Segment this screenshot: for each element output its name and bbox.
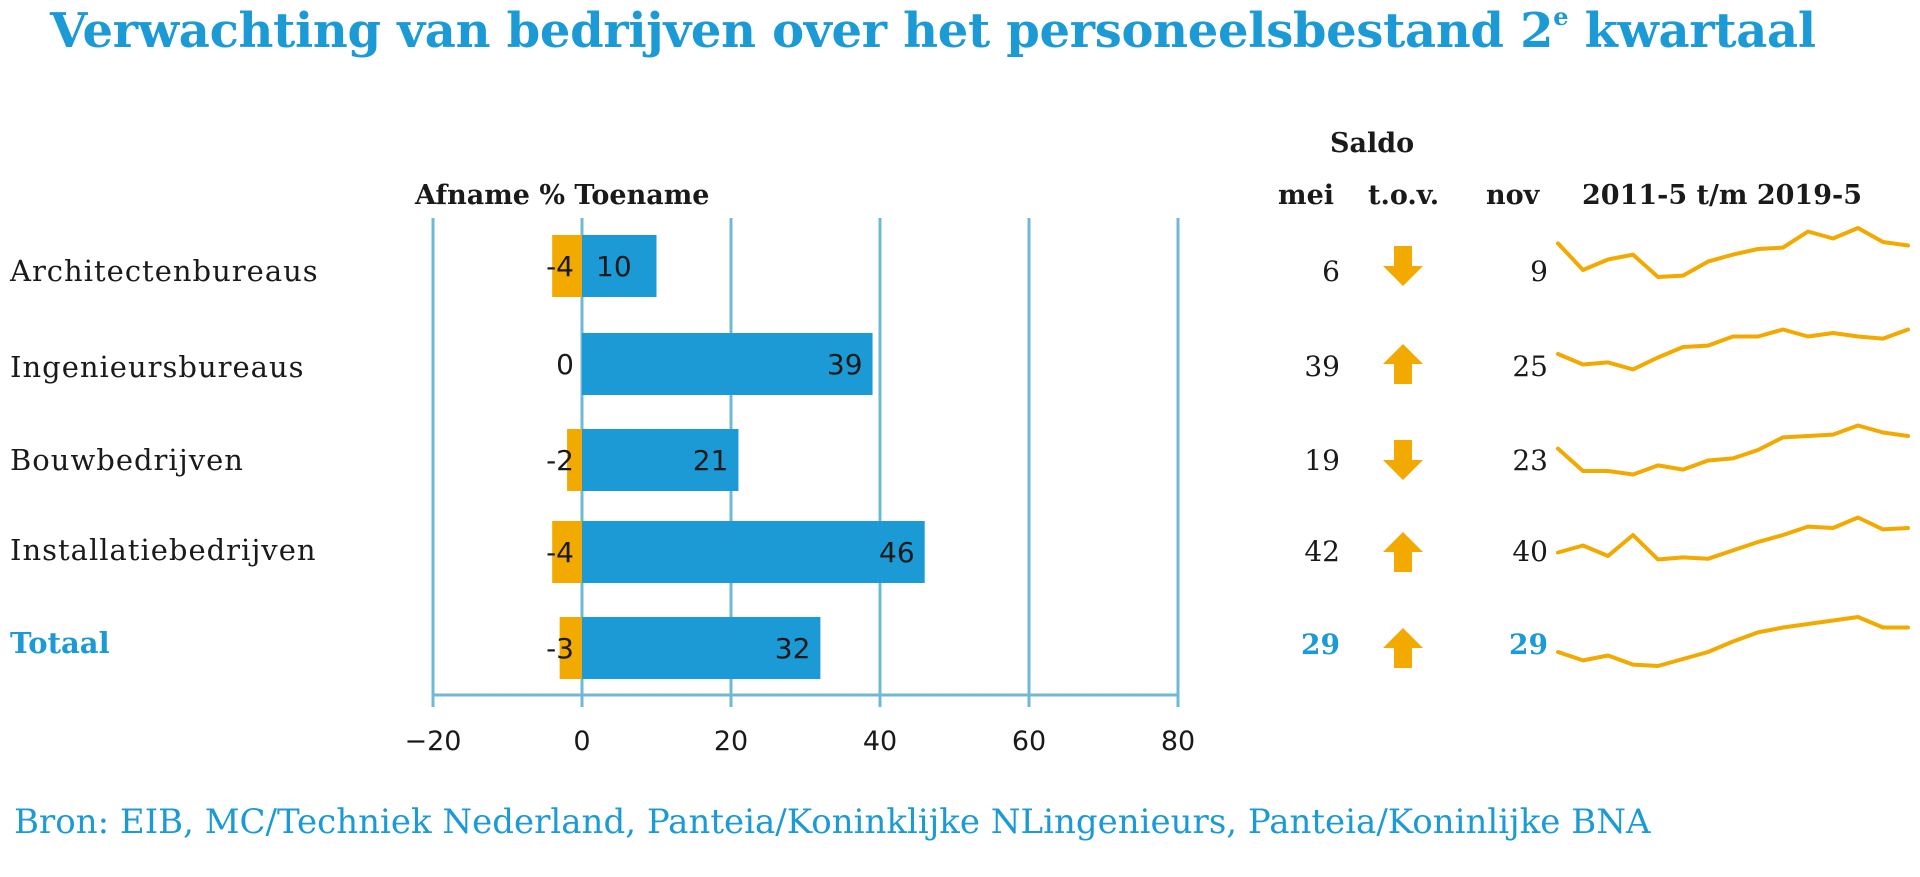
header-tov: t.o.v. <box>1368 180 1440 211</box>
bar-afname <box>552 235 582 297</box>
saldo-nov-value: 40 <box>1512 535 1548 568</box>
bar-toename <box>582 429 739 491</box>
chart-title: Verwachting van bedrijven over het perso… <box>50 2 1816 59</box>
header-mei: mei <box>1278 180 1335 211</box>
bar-afname <box>552 521 582 583</box>
x-tick-label: 20 <box>714 726 748 757</box>
data-label-afname: -4 <box>546 536 574 569</box>
data-label-toename: 21 <box>693 444 729 477</box>
saldo-mei-value: 6 <box>1322 255 1340 288</box>
x-tick-label: −20 <box>405 726 462 757</box>
data-label-toename: 46 <box>879 536 915 569</box>
data-label-afname: -3 <box>546 632 574 665</box>
saldo-nov-value: 25 <box>1512 350 1548 383</box>
x-tick-label: 80 <box>1161 726 1195 757</box>
saldo-nov-value: 23 <box>1512 444 1548 477</box>
arrow-down-icon <box>1383 246 1423 286</box>
category-label: Ingenieursbureaus <box>10 350 305 384</box>
header-bars: Afname % Toename <box>415 180 710 211</box>
data-label-afname: 0 <box>556 348 574 381</box>
category-label: Installatiebedrijven <box>10 533 317 567</box>
arrow-up-icon <box>1383 532 1423 572</box>
data-label-toename: 32 <box>775 632 811 665</box>
category-label-total: Totaal <box>10 626 110 660</box>
x-tick-label: 40 <box>863 726 897 757</box>
data-label-toename: 39 <box>827 348 863 381</box>
category-label: Bouwbedrijven <box>10 443 244 477</box>
saldo-mei-value: 19 <box>1304 444 1340 477</box>
x-tick-label: 60 <box>1012 726 1046 757</box>
sparkline <box>1556 515 1910 562</box>
category-label: Architectenbureaus <box>10 254 319 288</box>
source-note: Bron: EIB, MC/Techniek Nederland, Pantei… <box>14 802 1651 842</box>
saldo-mei-value-total: 29 <box>1301 628 1340 661</box>
bar-afname <box>559 617 582 679</box>
bar-toename <box>582 617 821 679</box>
arrow-up-icon <box>1383 344 1423 384</box>
bar-afname <box>567 429 582 491</box>
saldo-nov-value-total: 29 <box>1509 628 1548 661</box>
x-tick-label: 0 <box>573 726 590 757</box>
header-nov: nov <box>1486 180 1540 211</box>
sparkline <box>1556 226 1910 279</box>
bar-toename <box>582 521 925 583</box>
saldo-nov-value: 9 <box>1530 255 1548 288</box>
header-saldo: Saldo <box>1330 128 1415 159</box>
arrow-up-icon <box>1383 628 1423 668</box>
sparkline <box>1556 615 1910 668</box>
header-sparkline: 2011-5 t/m 2019-5 <box>1582 180 1862 211</box>
saldo-mei-value: 39 <box>1304 350 1340 383</box>
sparkline <box>1556 327 1910 372</box>
data-label-toename: 10 <box>596 250 632 283</box>
arrow-down-icon <box>1383 440 1423 480</box>
data-label-afname: -2 <box>546 444 574 477</box>
data-label-afname: -4 <box>546 250 574 283</box>
saldo-mei-value: 42 <box>1304 535 1340 568</box>
sparkline <box>1556 423 1910 477</box>
bar-toename <box>582 333 873 395</box>
bar-toename <box>582 235 657 297</box>
